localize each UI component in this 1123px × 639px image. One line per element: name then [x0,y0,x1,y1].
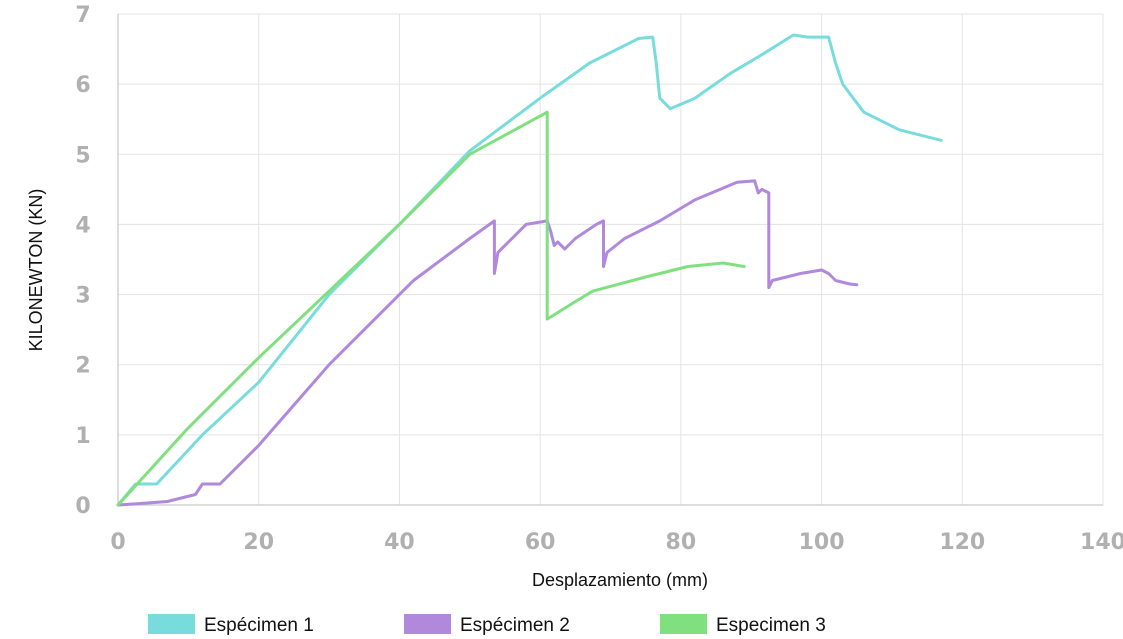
y-tick-label: 2 [75,354,90,379]
legend-label: Espécimen 2 [460,615,570,636]
y-tick-label: 1 [75,424,90,449]
y-tick-label: 5 [75,143,90,168]
grid [118,13,1104,505]
x-tick-label: 140 [1080,530,1123,555]
legend-item-3: Especimen 3 [660,614,826,636]
x-tick-label: 80 [666,530,697,555]
x-tick-label: 0 [110,530,125,555]
series-line-2 [116,179,859,507]
series-line-3 [116,110,746,507]
legend-item-1: Espécimen 1 [148,614,314,636]
x-axis-label: Desplazamiento (mm) [532,570,708,590]
y-tick-label: 6 [75,73,90,98]
y-tick-label: 7 [75,3,90,28]
legend-label: Espécimen 1 [204,615,314,636]
tick-labels: 0 20 40 60 80 100 120 140 0 1 2 3 4 5 6 7 [75,3,1123,555]
legend-swatch [660,614,707,634]
legend-item-2: Espécimen 2 [404,614,570,636]
y-tick-label: 3 [75,284,90,309]
x-tick-label: 40 [384,530,415,555]
x-tick-label: 100 [799,530,845,555]
legend-swatch [404,614,451,634]
legend-label: Especimen 3 [716,615,826,636]
y-tick-label: 4 [75,213,90,238]
series-lines [116,33,943,507]
y-axis-label: KILONEWTON (KN) [26,189,46,352]
axes [117,14,1103,506]
x-tick-label: 20 [243,530,274,555]
legend: Espécimen 1 Espécimen 2 Especimen 3 [148,614,826,636]
series-line-1 [116,33,943,507]
y-tick-label: 0 [75,494,90,519]
x-tick-label: 60 [525,530,556,555]
legend-swatch [148,614,195,634]
x-tick-label: 120 [939,530,985,555]
